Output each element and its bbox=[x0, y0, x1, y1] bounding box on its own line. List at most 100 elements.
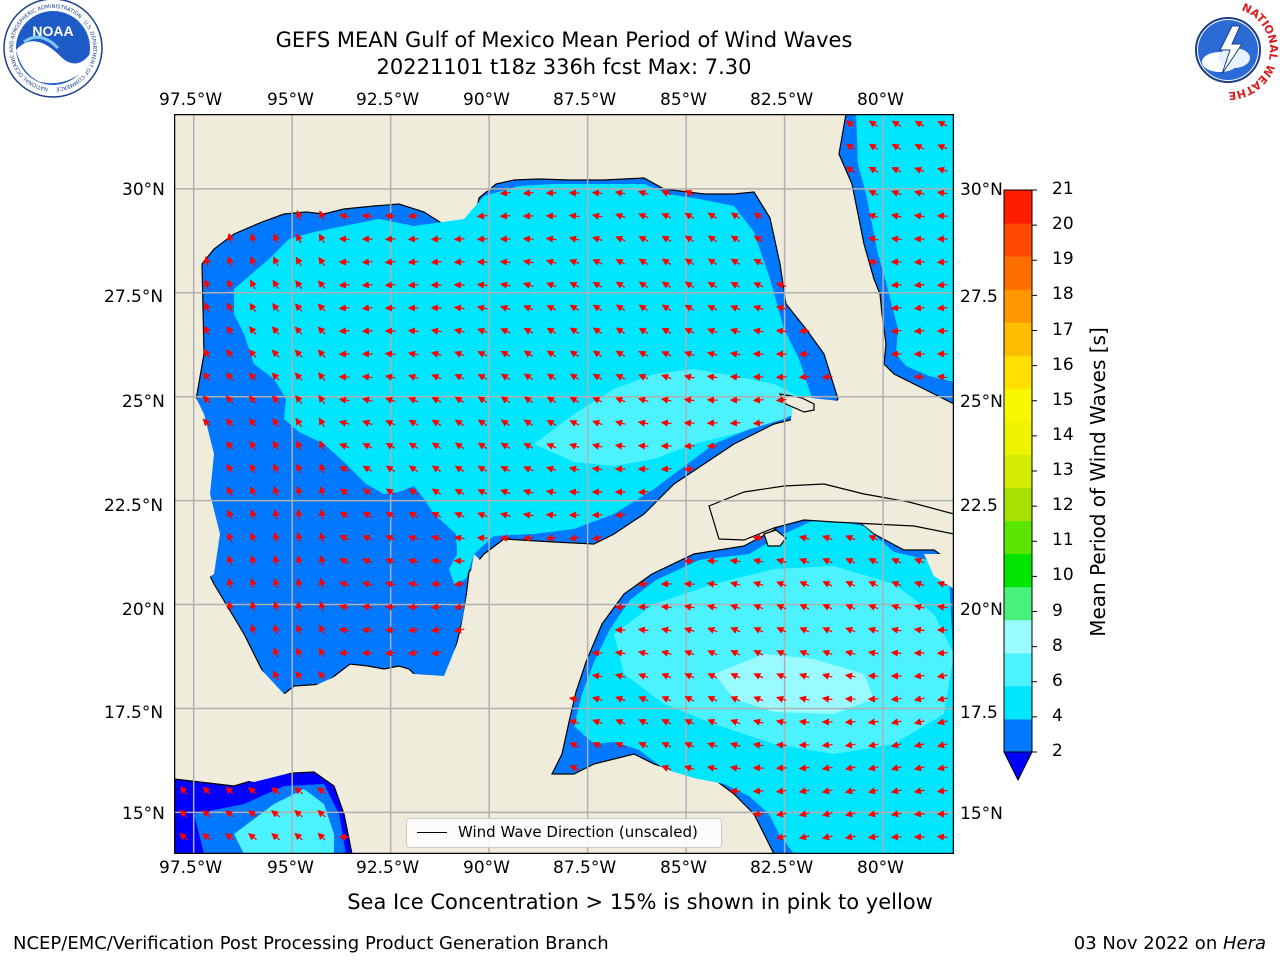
wind-wave-arrow bbox=[706, 350, 718, 358]
wind-wave-arrow bbox=[407, 235, 419, 243]
wind-wave-arrow bbox=[614, 603, 626, 611]
wind-wave-arrow bbox=[407, 373, 419, 381]
wind-wave-arrow bbox=[249, 577, 257, 589]
wind-wave-arrow bbox=[614, 442, 626, 450]
wind-wave-arrow bbox=[730, 673, 741, 680]
wind-wave-arrow bbox=[707, 305, 718, 312]
wind-wave-arrow bbox=[844, 672, 856, 680]
wind-wave-arrow bbox=[752, 419, 764, 427]
wind-wave-arrow bbox=[844, 810, 856, 818]
wind-wave-arrow bbox=[822, 649, 833, 657]
colorbar-segment bbox=[1004, 190, 1032, 224]
wind-wave-arrow bbox=[317, 280, 326, 289]
colorbar-segment bbox=[1004, 421, 1032, 455]
footer-date: 03 Nov 2022 on Hera bbox=[1074, 933, 1266, 954]
wind-wave-arrow bbox=[661, 189, 672, 197]
wind-wave-arrow bbox=[361, 603, 373, 611]
wind-wave-arrow bbox=[730, 282, 741, 289]
wind-wave-arrow bbox=[273, 463, 280, 474]
wind-wave-arrow bbox=[752, 787, 764, 795]
wind-wave-arrow bbox=[523, 328, 534, 335]
wind-wave-arrow bbox=[499, 258, 511, 266]
wind-wave-arrow bbox=[615, 350, 626, 358]
wind-wave-arrow bbox=[545, 488, 557, 496]
wind-wave-arrow bbox=[614, 511, 626, 519]
wind-wave-arrow bbox=[338, 304, 350, 312]
wind-wave-arrow bbox=[591, 695, 603, 703]
wind-wave-arrow bbox=[730, 258, 741, 266]
wind-wave-arrow bbox=[729, 764, 741, 772]
wind-wave-arrow bbox=[867, 810, 879, 818]
colorbar-tick-label: 16 bbox=[1052, 354, 1074, 375]
wind-wave-arrow bbox=[730, 603, 741, 611]
wind-wave-arrow bbox=[775, 304, 787, 312]
wind-wave-arrow bbox=[384, 373, 396, 381]
wind-wave-arrow bbox=[477, 373, 488, 381]
wind-wave-arrow bbox=[684, 673, 695, 680]
wind-wave-arrow bbox=[913, 626, 925, 634]
lat-label-right-22-5: 22.5 bbox=[960, 496, 998, 516]
wind-wave-arrow bbox=[683, 580, 695, 588]
wind-wave-arrow bbox=[453, 304, 465, 312]
wind-wave-arrow bbox=[271, 833, 280, 841]
wind-wave-arrow bbox=[226, 486, 234, 497]
wind-wave-arrow bbox=[272, 554, 280, 566]
wind-wave-arrow bbox=[225, 349, 234, 358]
wind-wave-arrow bbox=[867, 833, 879, 841]
wind-wave-arrow bbox=[936, 189, 948, 197]
wind-wave-arrow bbox=[430, 350, 442, 358]
wind-wave-arrow bbox=[798, 764, 810, 772]
wind-wave-arrow bbox=[936, 603, 948, 611]
wind-wave-arrow bbox=[499, 281, 511, 289]
wind-wave-arrow bbox=[362, 557, 373, 565]
wind-wave-arrow bbox=[753, 212, 764, 220]
wind-wave-arrow bbox=[614, 419, 626, 427]
wind-wave-arrow bbox=[867, 672, 879, 680]
colorbar-segment bbox=[1004, 553, 1032, 588]
wind-wave-arrow bbox=[546, 327, 557, 335]
wind-wave-arrow bbox=[568, 718, 580, 726]
wind-wave-arrow bbox=[752, 810, 764, 818]
wind-wave-arrow bbox=[890, 327, 902, 335]
lat-label-left-25: 25°N bbox=[122, 392, 165, 412]
wind-wave-arrow bbox=[776, 281, 787, 289]
wind-wave-arrow bbox=[477, 489, 488, 496]
wind-wave-arrow bbox=[776, 580, 787, 588]
wind-wave-arrow bbox=[477, 327, 488, 335]
wind-wave-arrow bbox=[523, 305, 534, 312]
wind-wave-arrow bbox=[592, 419, 603, 427]
wind-wave-arrow bbox=[545, 534, 557, 542]
lon-label-bottom-85: 85°W bbox=[660, 858, 707, 878]
wind-wave-arrow bbox=[407, 580, 419, 588]
wind-wave-arrow bbox=[913, 603, 925, 611]
wind-wave-arrow bbox=[936, 281, 948, 289]
wind-wave-arrow bbox=[867, 741, 879, 749]
wind-wave-arrow bbox=[798, 810, 810, 818]
legend-label: Wind Wave Direction (unscaled) bbox=[458, 823, 698, 841]
wind-wave-arrow bbox=[294, 349, 303, 358]
wind-wave-arrow bbox=[522, 189, 534, 197]
wind-wave-arrow bbox=[318, 531, 326, 543]
wind-wave-arrow bbox=[638, 672, 649, 680]
wind-wave-arrow bbox=[890, 695, 902, 703]
wind-wave-arrow bbox=[753, 627, 764, 634]
wind-wave-arrow bbox=[339, 511, 350, 519]
colorbar-segment bbox=[1004, 223, 1032, 257]
wind-wave-arrow bbox=[867, 258, 879, 266]
wind-wave-arrow bbox=[407, 350, 419, 358]
wind-wave-arrow bbox=[522, 281, 534, 289]
colorbar-segment bbox=[1004, 520, 1032, 555]
wind-wave-arrow bbox=[752, 741, 764, 749]
wind-wave-arrow bbox=[592, 259, 603, 266]
wind-wave-arrow bbox=[454, 442, 465, 450]
wind-wave-arrow bbox=[250, 279, 257, 290]
wind-wave-arrow bbox=[614, 672, 626, 680]
wind-wave-arrow bbox=[249, 302, 257, 313]
wind-wave-arrow bbox=[272, 233, 280, 244]
wind-wave-arrow bbox=[272, 418, 280, 427]
wind-wave-arrow bbox=[845, 166, 856, 174]
wind-wave-arrow bbox=[430, 534, 442, 542]
wind-wave-arrow bbox=[936, 649, 948, 657]
wind-wave-arrow bbox=[271, 372, 280, 381]
wind-wave-arrow bbox=[683, 465, 695, 473]
